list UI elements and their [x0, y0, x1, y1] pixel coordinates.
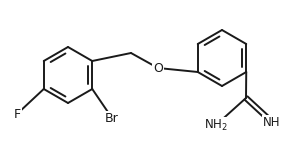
Text: NH: NH [263, 115, 281, 128]
Text: NH$_2$: NH$_2$ [204, 117, 228, 133]
Text: O: O [153, 62, 163, 75]
Text: F: F [13, 108, 21, 120]
Text: Br: Br [105, 111, 119, 124]
